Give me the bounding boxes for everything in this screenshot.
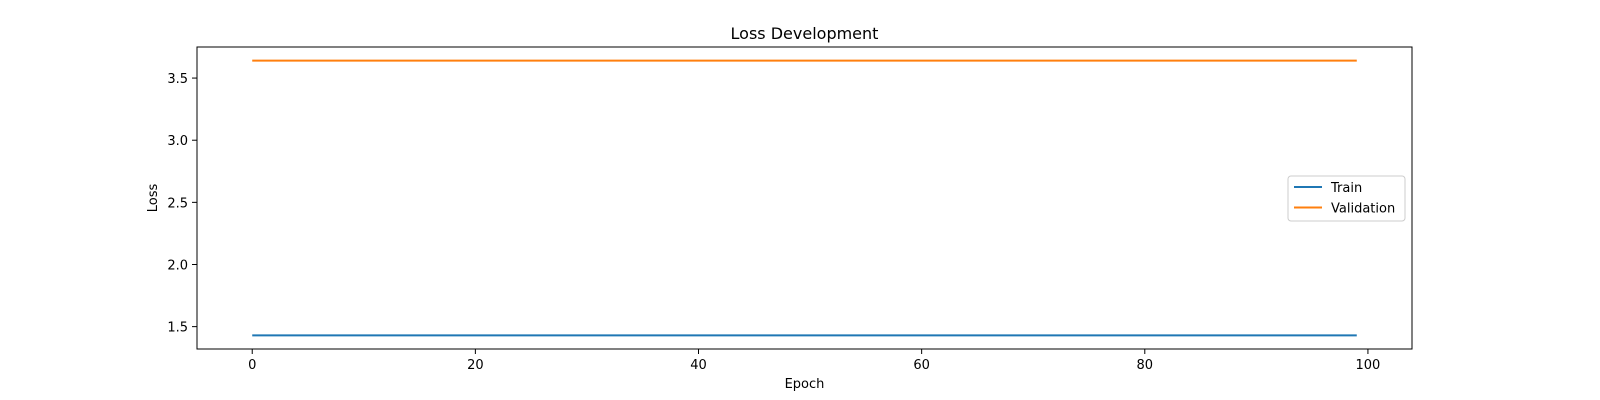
x-tick-label: 0 (248, 358, 256, 373)
y-tick-label: 2.0 (167, 258, 188, 273)
series-layer (252, 59, 1357, 337)
x-tick-label: 60 (913, 358, 930, 373)
y-tick-label: 3.0 (167, 134, 188, 149)
plot-frame (196, 46, 1413, 350)
x-tick-label: 100 (1356, 358, 1381, 373)
y-tick-label: 3.5 (167, 72, 188, 87)
y-tick-label: 1.5 (167, 321, 188, 336)
legend: Train Validation (1287, 175, 1406, 222)
x-tick-label: 20 (467, 358, 484, 373)
x-tick-label: 40 (690, 358, 707, 373)
plot-area: 0 20 40 60 80 100 1.5 2.0 2.5 3.0 3.5 (167, 46, 1413, 373)
x-axis-ticks: 0 20 40 60 80 100 (248, 349, 1380, 373)
y-tick-label: 2.5 (167, 196, 188, 211)
legend-train-label: Train (1330, 181, 1362, 196)
y-axis-title: Loss (146, 184, 161, 213)
legend-validation-label: Validation (1331, 202, 1395, 217)
x-axis-title: Epoch (785, 377, 825, 392)
x-tick-label: 80 (1137, 358, 1154, 373)
chart-title: Loss Development (731, 24, 879, 43)
y-axis-ticks: 1.5 2.0 2.5 3.0 3.5 (167, 72, 197, 336)
